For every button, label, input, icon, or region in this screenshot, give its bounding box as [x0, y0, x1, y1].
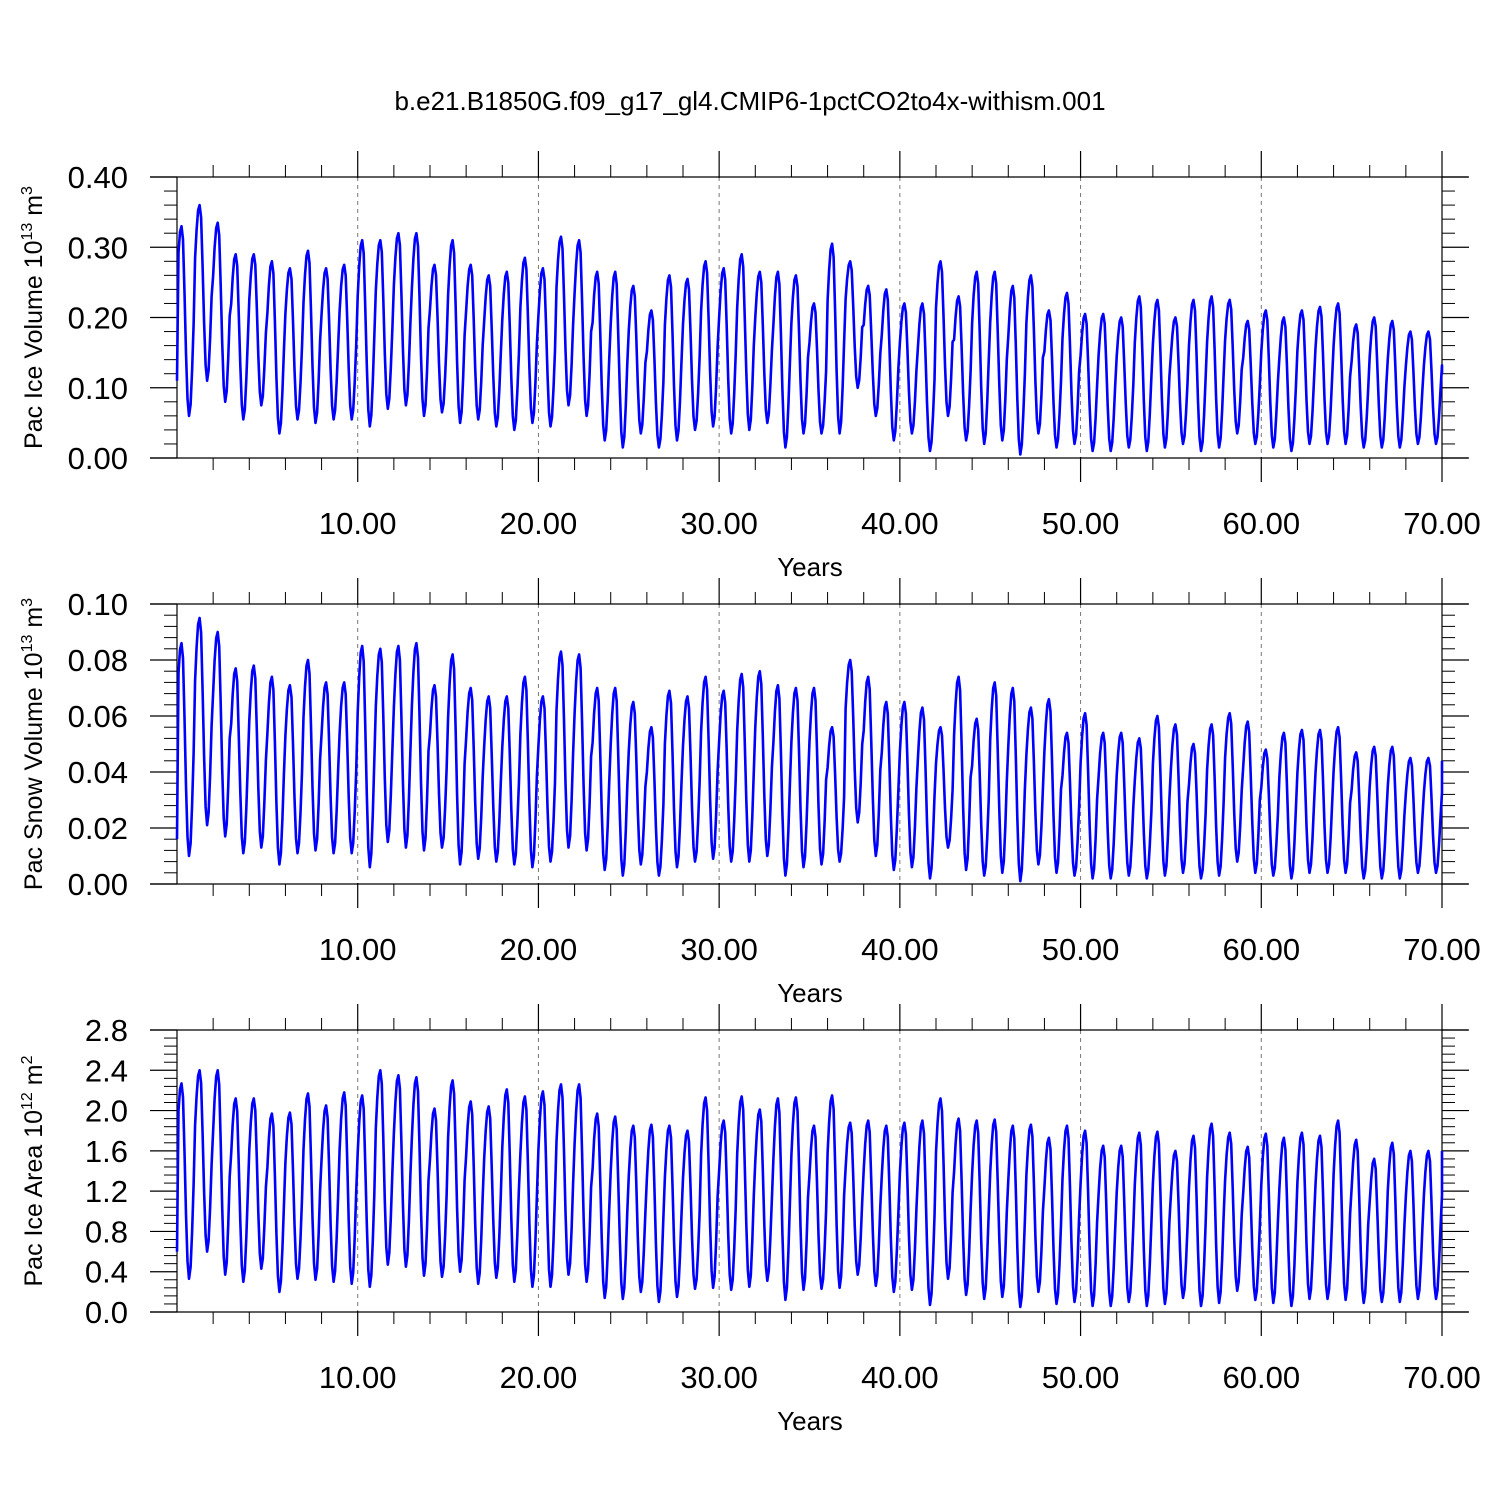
x-tick-label: 60.00 [1222, 1360, 1300, 1395]
y-tick-label: 0.10 [68, 371, 128, 406]
y-axis-label: Pac Ice Volume 1013 m3 [19, 186, 48, 449]
x-axis-label: Years [777, 978, 843, 1008]
y-axis-label-part: 13 [19, 223, 36, 241]
y-axis-label-part: 2 [19, 1055, 36, 1064]
x-tick-label: 20.00 [500, 1360, 578, 1395]
x-tick-label: 50.00 [1042, 1360, 1120, 1395]
y-axis-label-part: Pac Ice Area 10 [20, 1110, 48, 1287]
y-tick-label: 0.00 [68, 867, 128, 902]
y-axis-label-part: m [20, 607, 48, 635]
y-tick-label: 0.30 [68, 230, 128, 265]
series-line [175, 203, 1444, 456]
y-tick-label: 0.00 [68, 441, 128, 476]
x-tick-label: 40.00 [861, 932, 939, 967]
x-tick-label: 30.00 [680, 932, 758, 967]
y-axis-label-part: 13 [19, 635, 36, 653]
y-axis-label: Pac Ice Area 1012 m2 [19, 1055, 48, 1286]
x-tick-label: 10.00 [319, 506, 397, 541]
x-tick-label: 60.00 [1222, 506, 1300, 541]
y-tick-label: 0.06 [68, 699, 128, 734]
y-tick-label: 2.4 [85, 1053, 128, 1088]
x-tick-label: 20.00 [500, 932, 578, 967]
y-tick-label: 0.20 [68, 301, 128, 336]
y-tick-label: 0.8 [85, 1214, 128, 1249]
x-tick-label: 40.00 [861, 506, 939, 541]
series-line [175, 1069, 1444, 1309]
y-axis-label-part: Pac Ice Volume 10 [20, 241, 48, 449]
y-tick-label: 0.0 [85, 1295, 128, 1330]
y-axis-label-part: m [20, 1064, 48, 1092]
y-tick-label: 1.6 [85, 1134, 128, 1169]
y-tick-label: 0.4 [85, 1255, 128, 1290]
y-axis-label-part: Pac Snow Volume 10 [20, 652, 48, 890]
y-axis-label-part: 12 [19, 1092, 36, 1110]
x-tick-label: 30.00 [680, 506, 758, 541]
x-tick-label: 70.00 [1403, 1360, 1481, 1395]
chart-panel-2: 10.00 20.00 30.00 40.00 50.00 60.00 70.00 0.00 0… [19, 578, 1481, 1008]
y-tick-label: 2.0 [85, 1094, 128, 1129]
x-tick-label: 60.00 [1222, 932, 1300, 967]
y-tick-label: 1.2 [85, 1174, 128, 1209]
y-tick-label: 0.40 [68, 160, 128, 195]
x-tick-label: 70.00 [1403, 932, 1481, 967]
chart-panel-1: 10.00 20.00 30.00 40.00 50.00 60.00 70.00 0.00 0… [19, 151, 1481, 582]
y-tick-label: 0.04 [68, 755, 128, 790]
y-axis-label: Pac Snow Volume 1013 m3 [19, 598, 48, 890]
y-tick-label: 0.10 [68, 587, 128, 622]
x-tick-label: 10.00 [319, 1360, 397, 1395]
y-tick-label: 0.02 [68, 811, 128, 846]
y-axis-label-part: 3 [19, 186, 36, 195]
x-axis-label: Years [777, 1406, 843, 1436]
x-tick-label: 40.00 [861, 1360, 939, 1395]
x-tick-label: 10.00 [319, 932, 397, 967]
y-axis-label-part: 3 [19, 598, 36, 607]
figure-title: b.e21.B1850G.f09_g17_gl4.CMIP6-1pctCO2to… [394, 86, 1106, 116]
y-tick-label: 2.8 [85, 1013, 128, 1048]
x-tick-label: 50.00 [1042, 506, 1120, 541]
series-line [175, 616, 1444, 883]
x-axis-label: Years [777, 552, 843, 582]
chart-panel-3: 10.00 20.00 30.00 40.00 50.00 60.00 70.00 0.0 0.… [19, 1004, 1481, 1436]
y-tick-label: 0.08 [68, 643, 128, 678]
x-tick-label: 50.00 [1042, 932, 1120, 967]
x-tick-label: 70.00 [1403, 506, 1481, 541]
x-tick-label: 30.00 [680, 1360, 758, 1395]
y-axis-label-part: m [20, 195, 48, 223]
x-tick-label: 20.00 [500, 506, 578, 541]
